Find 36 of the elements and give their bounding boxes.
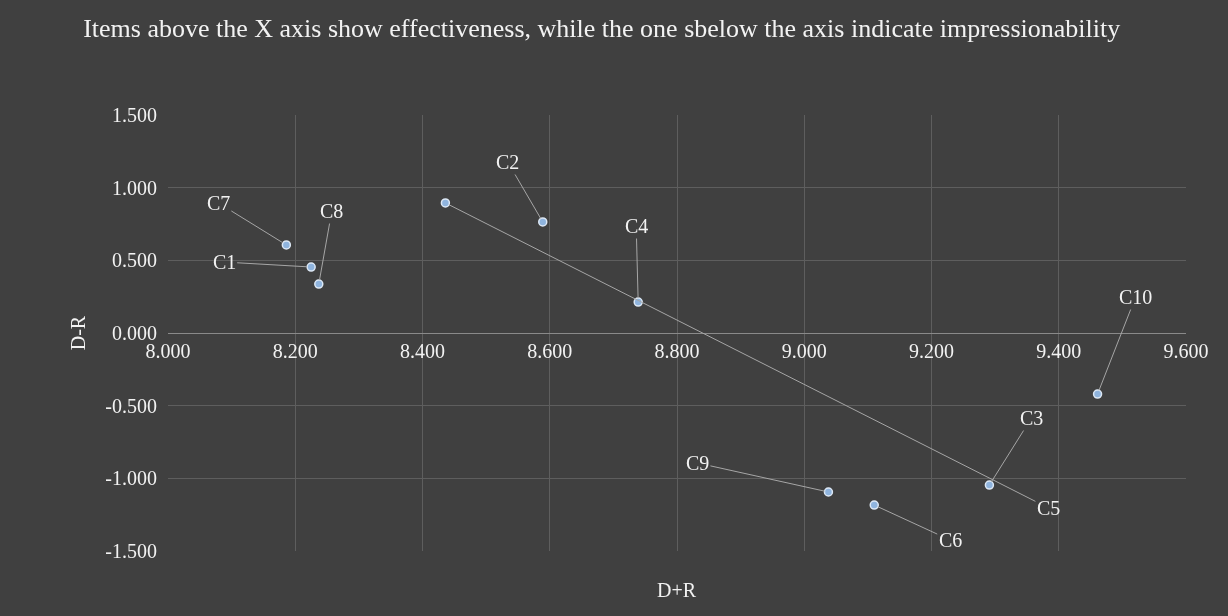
y-axis-title: D-R [66, 315, 89, 351]
x-tick-label: 9.200 [909, 340, 954, 362]
annotation: C7 [207, 192, 231, 214]
annotation: C1 [213, 251, 237, 273]
x-tick-label: 8.200 [272, 340, 318, 362]
annotation: C10 [1119, 286, 1153, 308]
x-tick-label: 8.400 [400, 340, 445, 362]
annotation: C2 [496, 151, 520, 173]
annotation: C6 [939, 529, 963, 551]
point [314, 279, 324, 289]
y-tick-label: 0.500 [112, 249, 157, 272]
x-axis-title: D+R [657, 579, 697, 601]
x-tick-label: 9.600 [1163, 340, 1209, 362]
x-tick-label: 8.600 [527, 340, 573, 362]
chart-title: Items above the X axis show effectiveness, while the one sbelow the axis indicate impressionability [83, 13, 1121, 43]
annotation: C9 [686, 452, 710, 474]
point [869, 500, 879, 510]
annotation: C4 [625, 215, 649, 237]
x-tick-label: 8.800 [654, 340, 700, 362]
point [306, 262, 316, 272]
point [440, 198, 451, 208]
point [1092, 389, 1103, 399]
y-tick-label: -1.000 [105, 467, 157, 490]
annotation: C3 [1020, 407, 1044, 429]
y-tick-label: 1.500 [112, 104, 157, 126]
point [984, 480, 995, 490]
x-tick-label: 9.400 [1036, 340, 1082, 362]
annotation: C5 [1037, 497, 1061, 519]
point [281, 240, 292, 250]
point [538, 217, 548, 227]
y-tick-label: 1.000 [112, 176, 157, 199]
point [823, 487, 834, 497]
x-tick-label: 9.000 [781, 340, 827, 362]
y-tick-label: -1.500 [105, 540, 157, 562]
y-tick-label: -0.500 [105, 394, 157, 417]
annotation: C8 [320, 200, 344, 222]
